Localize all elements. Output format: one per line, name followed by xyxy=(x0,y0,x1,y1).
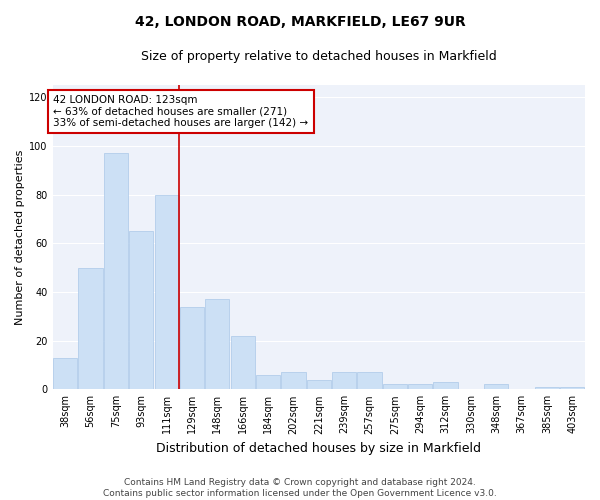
Bar xyxy=(230,336,255,390)
Bar xyxy=(129,231,154,390)
Bar xyxy=(307,380,331,390)
Bar xyxy=(560,387,584,390)
Bar xyxy=(205,299,229,390)
Bar xyxy=(408,384,433,390)
Text: 42, LONDON ROAD, MARKFIELD, LE67 9UR: 42, LONDON ROAD, MARKFIELD, LE67 9UR xyxy=(134,15,466,29)
Text: 42 LONDON ROAD: 123sqm
← 63% of detached houses are smaller (271)
33% of semi-de: 42 LONDON ROAD: 123sqm ← 63% of detached… xyxy=(53,94,308,128)
Bar xyxy=(535,387,559,390)
Title: Size of property relative to detached houses in Markfield: Size of property relative to detached ho… xyxy=(141,50,497,63)
Bar xyxy=(332,372,356,390)
Bar xyxy=(53,358,77,390)
Bar xyxy=(180,306,204,390)
Bar xyxy=(383,384,407,390)
Bar xyxy=(358,372,382,390)
X-axis label: Distribution of detached houses by size in Markfield: Distribution of detached houses by size … xyxy=(156,442,481,455)
Text: Contains HM Land Registry data © Crown copyright and database right 2024.
Contai: Contains HM Land Registry data © Crown c… xyxy=(103,478,497,498)
Bar xyxy=(256,374,280,390)
Bar xyxy=(104,153,128,390)
Bar xyxy=(155,194,179,390)
Bar xyxy=(281,372,305,390)
Bar xyxy=(433,382,458,390)
Bar xyxy=(484,384,508,390)
Y-axis label: Number of detached properties: Number of detached properties xyxy=(15,150,25,325)
Bar xyxy=(79,268,103,390)
